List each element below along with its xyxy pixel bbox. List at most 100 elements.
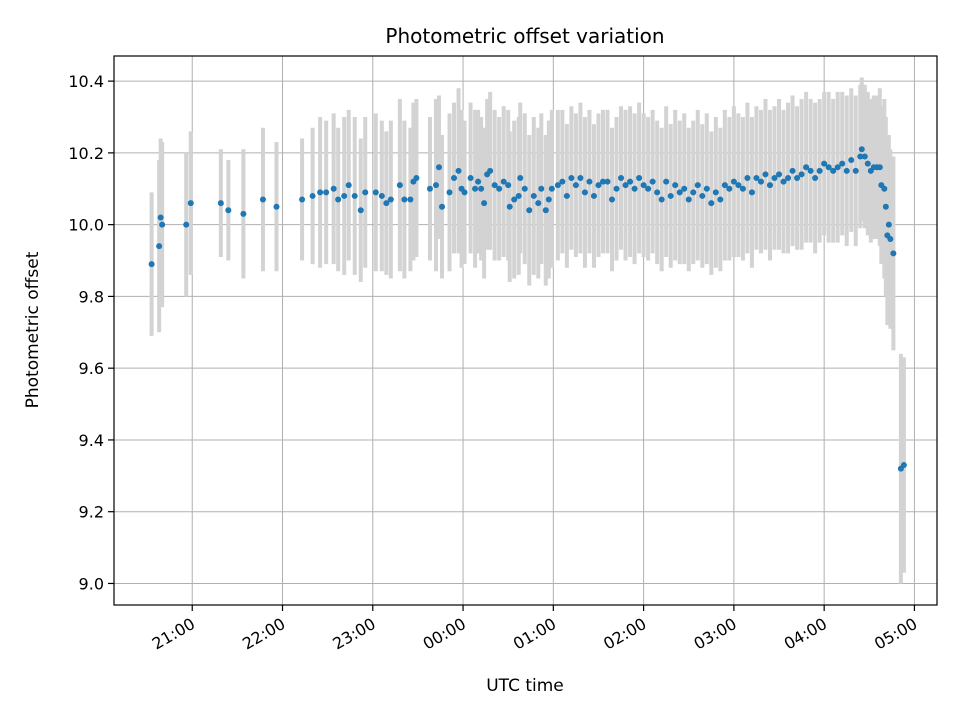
data-point [183,221,190,228]
data-point [530,192,537,199]
data-point [478,185,485,192]
data-point [861,153,868,160]
data-point [762,171,769,178]
data-point [491,182,498,189]
data-point [472,185,479,192]
data-point [517,175,524,181]
data-point [187,200,194,207]
data-point [159,221,166,228]
data-point [708,200,715,207]
data-point [885,221,892,228]
data-point [156,243,163,250]
data-point [676,189,683,196]
data-point [816,167,823,174]
data-point [259,196,266,203]
data-point [157,214,164,221]
data-point [848,157,855,164]
data-point [794,175,801,181]
data-point [834,164,841,171]
data-point [413,175,420,181]
data-point [432,182,439,189]
y-tick-label: 9.0 [79,574,104,593]
data-point [663,178,670,185]
data-point [559,178,566,185]
data-point [475,178,482,185]
data-point [595,182,602,189]
data-point [654,189,661,196]
data-point [604,178,611,185]
data-point [900,462,907,469]
data-point [148,261,155,268]
chart-title: Photometric offset variation [385,24,664,48]
data-point [299,196,306,203]
data-point [890,250,897,257]
data-point [317,189,324,196]
data-point [681,185,688,192]
data-point [858,146,865,153]
data-point [401,196,408,203]
data-point [812,175,819,181]
data-point [467,175,474,181]
y-tick-label: 9.8 [79,287,104,306]
data-point [744,175,751,181]
data-point [217,200,224,207]
data-point [776,171,783,178]
data-point [757,178,764,185]
data-points [148,146,907,472]
data-point [572,182,579,189]
data-point [461,189,468,196]
y-tick-label: 10.4 [68,72,104,91]
data-point [667,192,674,199]
data-point [618,175,625,181]
data-point [730,178,737,185]
data-point [785,175,792,181]
data-point [721,182,728,189]
data-point [694,182,701,189]
data-point [803,164,810,171]
data-point [631,185,638,192]
data-point [554,182,561,189]
x-axis-label: UTC time [486,676,564,696]
data-point [586,178,593,185]
data-point [771,175,778,181]
data-point [240,210,247,217]
data-point [542,207,549,214]
data-point [568,175,575,181]
data-point [748,189,755,196]
data-point [396,182,403,189]
data-point [672,182,679,189]
data-point [330,185,337,192]
data-point [717,196,724,203]
data-point [455,167,462,174]
data-point [627,178,634,185]
data-point [323,189,330,196]
y-tick-label: 10.2 [68,144,104,163]
data-point [609,196,616,203]
y-tick-label: 9.4 [79,431,104,450]
data-point [309,192,316,199]
data-point [225,207,232,214]
data-point [703,185,710,192]
data-point [511,196,518,203]
data-point [599,178,606,185]
data-point [521,185,528,192]
data-point [766,182,773,189]
data-point [426,185,433,192]
y-tick-label: 9.6 [79,359,104,378]
data-point [535,200,542,207]
data-point [481,200,488,207]
data-point [451,175,458,181]
data-point [563,192,570,199]
data-point [839,160,846,167]
data-point [581,189,588,196]
data-point [590,192,597,199]
data-point [341,192,348,199]
plot-frame [113,55,938,606]
data-point [881,185,888,192]
data-point [685,196,692,203]
data-point [857,153,864,160]
data-point [789,167,796,174]
data-point [545,196,552,203]
data-point [739,185,746,192]
data-point [372,189,379,196]
